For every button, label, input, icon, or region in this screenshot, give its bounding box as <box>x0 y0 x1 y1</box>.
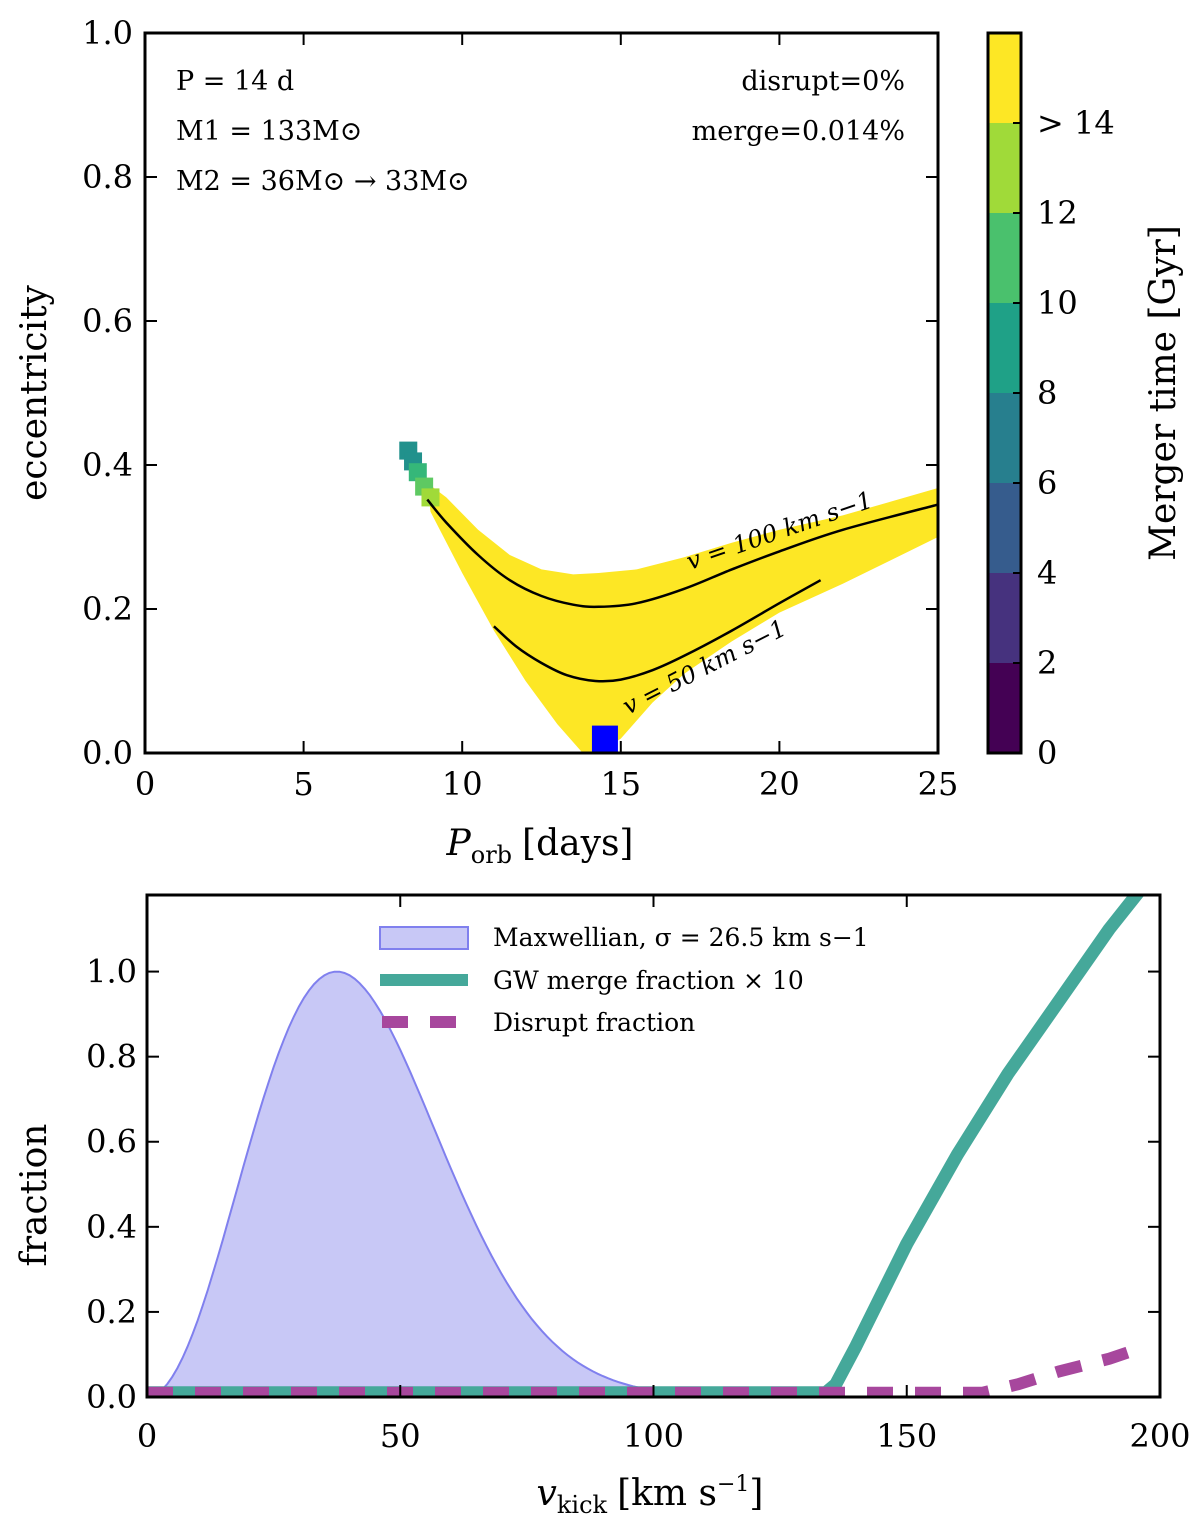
annotation-disrupt: disrupt=0% <box>741 66 905 97</box>
colorbar-top-label: > 14 <box>1037 104 1115 142</box>
top-y-tick-label: 0.8 <box>82 158 133 196</box>
colorbar-tick-label: 10 <box>1037 284 1078 322</box>
curve-v50 <box>493 579 822 683</box>
bottom-y-axis-label: fraction <box>14 1124 55 1267</box>
colorbar-tick-label: 0 <box>1037 734 1057 772</box>
bottom-y-tick-label: 0.6 <box>86 1123 137 1161</box>
pre-explosion-marker <box>591 725 618 752</box>
annotation-period: P = 14 d <box>176 66 294 97</box>
legend: Maxwellian, σ = 26.5 km s−1 GW merge fra… <box>379 923 869 1037</box>
bottom-xlabel-exp: −1 <box>717 1472 749 1497</box>
colorbar <box>988 33 1021 753</box>
bottom-x-tick-label: 200 <box>1129 1417 1190 1455</box>
bottom-x-tick-label: 150 <box>876 1417 937 1455</box>
top-plot-frame <box>143 31 940 755</box>
top-x-tick-label: 0 <box>135 765 155 803</box>
annotation-merge: merge=0.014% <box>692 116 905 147</box>
bottom-x-tick-label: 0 <box>137 1417 157 1455</box>
bottom-xlabel-close: ] <box>749 1473 763 1514</box>
top-xlabel-unit: [days] <box>522 823 633 864</box>
legend-label-merge: GW merge fraction × 10 <box>493 966 804 995</box>
bottom-y-tick-label: 0.8 <box>86 1038 137 1076</box>
maxwellian-area <box>147 971 705 1397</box>
disrupt-line <box>147 1344 1137 1397</box>
annotation-mass1: M1 = 133M⊙ <box>176 116 362 147</box>
colorbar-tick-label: 6 <box>1037 464 1057 502</box>
colorbar-label: Merger time [Gyr] <box>1143 225 1184 561</box>
bottom-y-tick-label: 0.0 <box>86 1378 137 1416</box>
bottom-y-tick-label: 0.2 <box>86 1293 137 1331</box>
colorbar-tick-label: 12 <box>1037 194 1078 232</box>
top-x-tick-label: 10 <box>442 765 483 803</box>
colorbar-tick-label: 8 <box>1037 374 1057 412</box>
maxwellian-line <box>147 970 705 1397</box>
colorbar-bin <box>988 663 1021 753</box>
bottom-y-tick-label: 0.4 <box>86 1208 137 1246</box>
legend-label-maxwellian: Maxwellian, σ = 26.5 km s−1 <box>493 923 869 952</box>
top-x-axis-label: Porb [days] <box>446 823 634 869</box>
bottom-chart: 0 50 100 150 200 0.0 0.2 0.4 0.6 0.8 1.0 Maxwellia… <box>14 893 1191 1519</box>
colorbar-tick-label: 2 <box>1037 644 1057 682</box>
bottom-y-tick-label: 1.0 <box>86 953 137 991</box>
colorbar-tick-label: 4 <box>1037 554 1057 592</box>
bottom-x-axis-label: vkick [km s−1] <box>537 1472 764 1519</box>
annotation-mass2: M2 = 36M⊙ → 33M⊙ <box>176 166 470 197</box>
bottom-xlabel-unit: [km s <box>617 1473 717 1514</box>
top-y-tick-label: 0.4 <box>82 446 133 484</box>
orbit-region <box>427 483 938 753</box>
colorbar-bin <box>988 573 1021 663</box>
bottom-xlabel-sub: kick <box>557 1491 608 1519</box>
top-x-tick-label: 25 <box>918 765 959 803</box>
short-merger-point <box>408 463 427 482</box>
top-y-tick-label: 0.0 <box>82 734 133 772</box>
colorbar-bin <box>988 33 1021 123</box>
curve-v100 <box>426 498 938 609</box>
top-x-tick-label: 15 <box>600 765 641 803</box>
legend-swatch-maxwellian <box>379 926 469 950</box>
top-y-axis-label: eccentricity <box>14 284 55 500</box>
top-y-tick-label: 0.6 <box>82 302 133 340</box>
bottom-xlabel-main: v <box>537 1473 557 1514</box>
colorbar-bin <box>988 303 1021 393</box>
bottom-x-tick-label: 100 <box>623 1417 684 1455</box>
colorbar-bin <box>988 213 1021 303</box>
short-merger-point <box>421 488 440 507</box>
colorbar-bin <box>988 123 1021 213</box>
top-chart: 0 5 10 15 20 250.00.20.40.60.81.0 P = 14 d M1… <box>14 14 1184 869</box>
top-xlabel-sub: orb <box>471 841 512 869</box>
colorbar-bin <box>988 393 1021 483</box>
top-y-tick-label: 1.0 <box>82 14 133 52</box>
colorbar-bin <box>988 483 1021 573</box>
top-x-tick-label: 5 <box>293 765 313 803</box>
bottom-plot-frame <box>145 893 1162 1399</box>
top-xlabel-main: P <box>446 823 472 864</box>
top-x-tick-label: 20 <box>759 765 800 803</box>
legend-label-disrupt: Disrupt fraction <box>493 1008 695 1037</box>
top-y-tick-label: 0.2 <box>82 590 133 628</box>
bottom-x-tick-label: 50 <box>380 1417 421 1455</box>
